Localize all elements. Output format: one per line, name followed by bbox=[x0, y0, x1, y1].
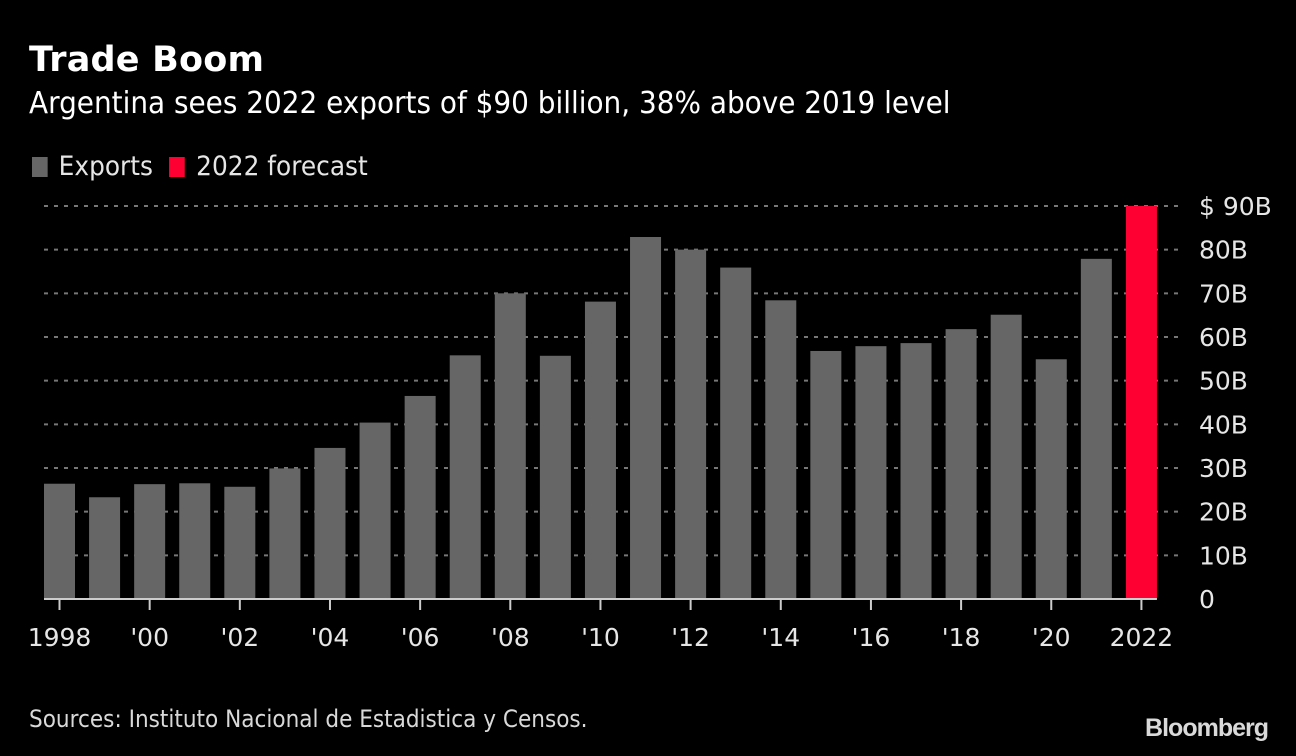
bar-exports-2011 bbox=[630, 237, 662, 599]
y-tick-label: 40B bbox=[1199, 410, 1248, 439]
bar-exports-2017 bbox=[900, 343, 932, 599]
x-tick-label: '04 bbox=[311, 623, 350, 652]
bloomberg-logo: Bloomberg bbox=[1145, 714, 1269, 742]
x-tick-label: 1998 bbox=[28, 623, 92, 652]
y-tick-label: 20B bbox=[1199, 498, 1248, 527]
legend-swatch-exports bbox=[32, 156, 48, 177]
bar-exports-2007 bbox=[449, 355, 481, 599]
y-tick-label: 10B bbox=[1199, 541, 1248, 570]
bar-exports-2018 bbox=[945, 329, 977, 599]
y-tick-label: 0 bbox=[1199, 585, 1215, 614]
x-tick-label: '20 bbox=[1032, 623, 1071, 652]
chart-subtitle: Argentina sees 2022 exports of $90 billi… bbox=[29, 86, 951, 121]
x-tick-label: '00 bbox=[130, 623, 169, 652]
legend-label-exports: Exports bbox=[58, 151, 153, 182]
bar-exports-2001 bbox=[179, 483, 211, 599]
y-tick-label: 70B bbox=[1199, 279, 1248, 308]
bar-exports-2002 bbox=[224, 486, 256, 599]
bar-exports-2009 bbox=[539, 355, 571, 599]
bar-exports-2015 bbox=[810, 350, 842, 599]
x-axis bbox=[44, 598, 1157, 610]
bar-exports-2021 bbox=[1080, 258, 1112, 599]
x-axis-labels: 1998 '00 '02 '04 '06 '08 '10 '12 '14 '16 '18 '20 202… bbox=[28, 623, 1174, 652]
bar-exports-2003 bbox=[269, 468, 301, 599]
bar-exports-2004 bbox=[314, 447, 346, 599]
bar-exports-1999 bbox=[89, 497, 121, 599]
y-tick-label: 50B bbox=[1199, 367, 1248, 396]
bar-exports-2006 bbox=[404, 395, 436, 599]
x-tick-label: '12 bbox=[671, 623, 710, 652]
x-tick-label: '10 bbox=[581, 623, 620, 652]
legend-label-forecast: 2022 forecast bbox=[196, 151, 368, 182]
bars bbox=[44, 206, 1157, 599]
bar-exports-2012 bbox=[675, 249, 707, 599]
x-tick-label: '14 bbox=[761, 623, 800, 652]
y-tick-label: 80B bbox=[1199, 236, 1248, 265]
legend-item-exports: Exports bbox=[32, 151, 153, 182]
bar-exports-2005 bbox=[359, 422, 391, 599]
y-tick-label: 60B bbox=[1199, 323, 1248, 352]
chart-title: Trade Boom bbox=[29, 40, 265, 80]
bar-exports-2016 bbox=[855, 346, 887, 599]
x-tick-label: '08 bbox=[491, 623, 530, 652]
x-tick-label: '02 bbox=[220, 623, 259, 652]
legend-item-forecast: 2022 forecast bbox=[169, 151, 368, 182]
x-tick-label: '06 bbox=[401, 623, 440, 652]
bar-exports-2019 bbox=[990, 314, 1022, 599]
bar-forecast-2022 bbox=[1125, 206, 1157, 599]
legend-swatch-forecast bbox=[169, 156, 186, 177]
bar-exports-2013 bbox=[720, 267, 752, 599]
x-tick-label: 2022 bbox=[1110, 623, 1174, 652]
bar-exports-2020 bbox=[1035, 359, 1067, 599]
y-axis-labels: 0 10B 20B 30B 40B 50B 60B 70B 80B $ 90B bbox=[1199, 192, 1272, 614]
source-note: Sources: Instituto Nacional de Estadisti… bbox=[29, 705, 588, 733]
x-tick-label: '16 bbox=[852, 623, 891, 652]
bar-exports-2010 bbox=[584, 301, 616, 599]
bar-exports-1998 bbox=[44, 483, 75, 599]
y-tick-label: $ 90B bbox=[1199, 192, 1272, 221]
legend: Exports 2022 forecast bbox=[32, 151, 384, 182]
bar-exports-2014 bbox=[765, 300, 797, 599]
y-tick-label: 30B bbox=[1199, 454, 1248, 483]
x-tick-label: '18 bbox=[942, 623, 981, 652]
bar-exports-2000 bbox=[134, 484, 166, 599]
bar-exports-2008 bbox=[494, 293, 526, 599]
